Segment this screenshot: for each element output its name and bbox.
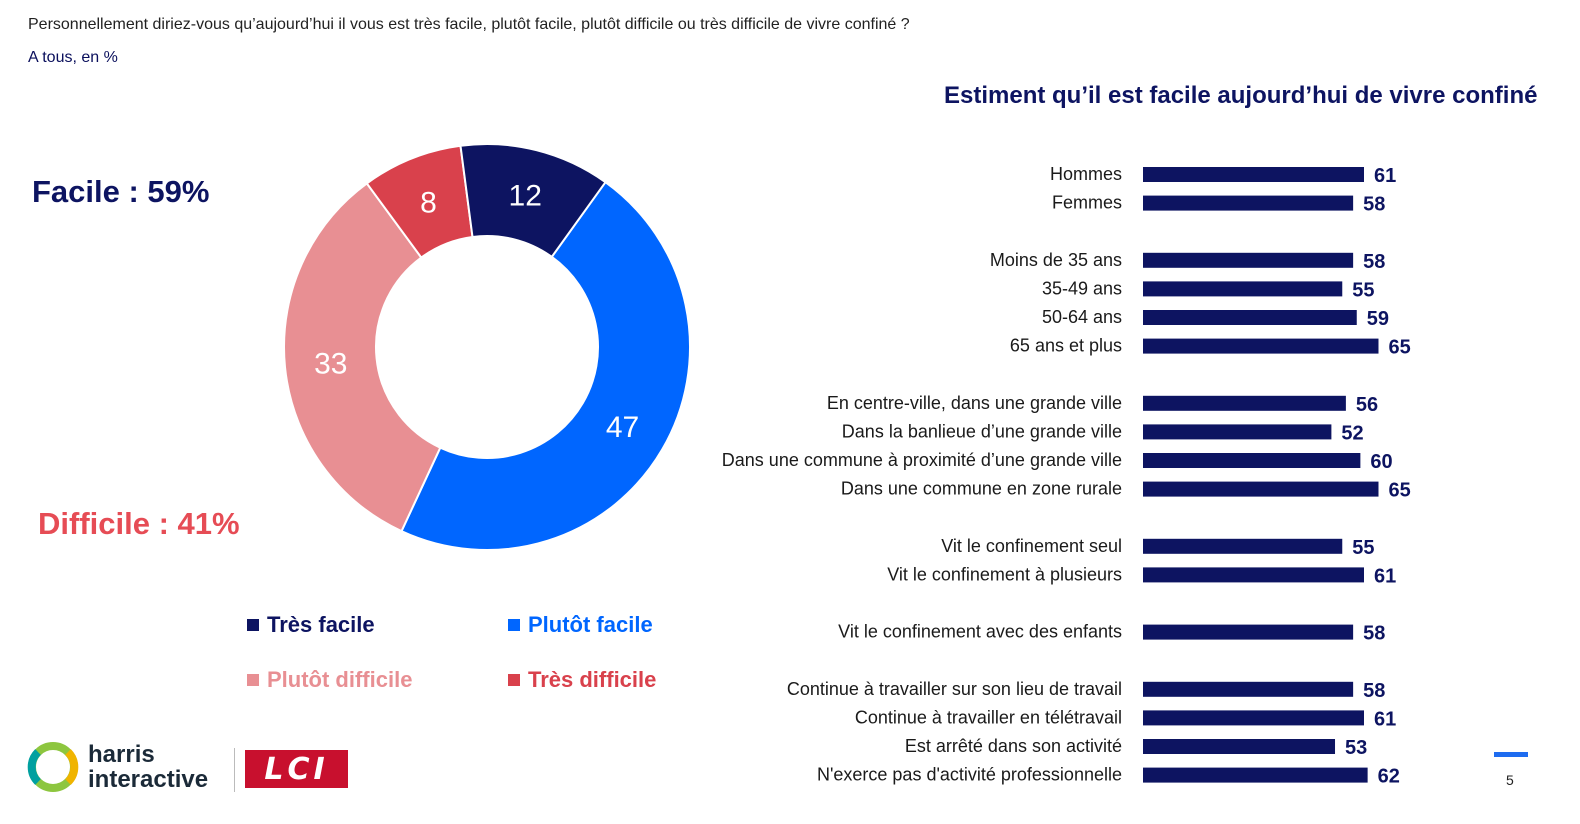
bar bbox=[1143, 538, 1343, 554]
donut-slice-label: 8 bbox=[420, 186, 437, 219]
bar-value-label: 58 bbox=[1363, 251, 1385, 273]
bar bbox=[1143, 195, 1354, 211]
bar bbox=[1143, 739, 1336, 754]
logo-line-1: harris bbox=[88, 741, 155, 768]
donut-slice bbox=[283, 181, 442, 533]
bar-value-label: 58 bbox=[1363, 680, 1385, 702]
donut-slice-label: 12 bbox=[509, 180, 542, 213]
bar-category-label: Vit le confinement à plusieurs bbox=[887, 564, 1122, 584]
bar-category-label: Dans une commune en zone rurale bbox=[841, 479, 1122, 499]
bar-category-label: Vit le confinement avec des enfants bbox=[838, 622, 1122, 642]
bar-value-label: 58 bbox=[1363, 194, 1385, 216]
bar-category-label: Hommes bbox=[1050, 164, 1122, 184]
legend-item-tres-facile: Très facile bbox=[247, 612, 375, 638]
bar bbox=[1143, 453, 1361, 468]
bar bbox=[1143, 681, 1354, 697]
bar-category-label: Vit le confinement seul bbox=[941, 536, 1122, 556]
bar-category-label: Continue à travailler en télétravail bbox=[855, 707, 1122, 727]
bar-category-label: Continue à travailler sur son lieu de tr… bbox=[787, 679, 1122, 699]
lci-logo: LCI bbox=[245, 750, 348, 788]
legend-item-tres-difficile: Très difficile bbox=[508, 667, 656, 693]
bar-chart: Hommes 61 Femmes 58 Moins de 35 ans 58 35-49 a… bbox=[722, 164, 1411, 788]
bar-value-label: 52 bbox=[1341, 422, 1363, 444]
bar bbox=[1143, 624, 1354, 640]
bar-category-label: Est arrêté dans son activité bbox=[905, 736, 1122, 756]
bar-value-label: 61 bbox=[1374, 565, 1396, 587]
bar-chart-title: Estiment qu’il est facile aujourd’hui de… bbox=[944, 82, 1538, 109]
legend-swatch bbox=[508, 674, 520, 686]
bar-value-label: 65 bbox=[1388, 337, 1410, 359]
bar bbox=[1143, 338, 1379, 354]
bar-value-label: 61 bbox=[1374, 165, 1396, 187]
bar-value-label: 65 bbox=[1388, 480, 1410, 502]
bar-value-label: 55 bbox=[1352, 279, 1374, 301]
legend-swatch bbox=[247, 619, 259, 631]
legend-label: Plutôt facile bbox=[528, 612, 653, 637]
bar-category-label: Moins de 35 ans bbox=[990, 250, 1122, 270]
bar-value-label: 56 bbox=[1356, 394, 1378, 416]
bar-category-label: 65 ans et plus bbox=[1010, 336, 1122, 356]
bar-category-label: 35-49 ans bbox=[1042, 278, 1122, 298]
bar bbox=[1143, 310, 1357, 325]
bar bbox=[1143, 710, 1364, 726]
bar-value-label: 60 bbox=[1370, 451, 1392, 473]
bar-value-label: 53 bbox=[1345, 737, 1367, 759]
donut-slice-label: 33 bbox=[314, 348, 347, 381]
bar bbox=[1143, 424, 1332, 440]
bar-category-label: N'exerce pas d'activité professionnelle bbox=[817, 765, 1122, 785]
page-number: 5 bbox=[1506, 772, 1514, 788]
legend-label: Très difficile bbox=[528, 667, 657, 692]
bar bbox=[1143, 395, 1346, 411]
bar bbox=[1143, 252, 1354, 268]
bar bbox=[1143, 481, 1379, 497]
bar-category-label: 50-64 ans bbox=[1042, 307, 1122, 327]
legend-swatch bbox=[508, 619, 520, 631]
bar-category-label: Dans la banlieue d’une grande ville bbox=[842, 421, 1122, 441]
bar-value-label: 59 bbox=[1367, 308, 1389, 330]
legend-swatch bbox=[247, 674, 259, 686]
legend-item-plutot-difficile: Plutôt difficile bbox=[247, 667, 412, 693]
bar-category-label: En centre-ville, dans une grande ville bbox=[827, 393, 1122, 413]
harris-logo-icon bbox=[27, 742, 79, 792]
logo-divider bbox=[234, 748, 235, 792]
bar bbox=[1143, 767, 1368, 783]
harris-logo-text: harris interactive bbox=[88, 742, 208, 792]
bar-value-label: 62 bbox=[1378, 766, 1400, 788]
legend-label: Très facile bbox=[267, 612, 375, 637]
difficile-total: Difficile : 41% bbox=[38, 506, 240, 541]
donut-slice-label: 47 bbox=[606, 411, 639, 444]
bar-category-label: Femmes bbox=[1052, 193, 1122, 213]
legend-label: Plutôt difficile bbox=[267, 667, 413, 692]
bar-value-label: 61 bbox=[1374, 708, 1396, 730]
bar bbox=[1143, 567, 1364, 583]
lci-logo-text: LCI bbox=[264, 751, 329, 787]
donut-slice bbox=[459, 143, 607, 259]
bar-value-label: 55 bbox=[1352, 537, 1374, 559]
bar bbox=[1143, 167, 1364, 182]
bar bbox=[1143, 281, 1343, 297]
bar-value-label: 58 bbox=[1363, 623, 1385, 645]
bar-category-label: Dans une commune à proximité d’une grand… bbox=[722, 450, 1122, 470]
page-indicator-bar bbox=[1494, 752, 1528, 757]
legend-item-plutot-facile: Plutôt facile bbox=[508, 612, 653, 638]
survey-question: Personnellement diriez-vous qu’aujourd’h… bbox=[28, 16, 910, 33]
base-note: A tous, en % bbox=[28, 49, 118, 66]
facile-total: Facile : 59% bbox=[32, 174, 210, 209]
donut-slice bbox=[400, 180, 691, 551]
logo-line-2: interactive bbox=[88, 766, 209, 793]
donut-chart: 47 33 8 12 bbox=[283, 143, 691, 551]
